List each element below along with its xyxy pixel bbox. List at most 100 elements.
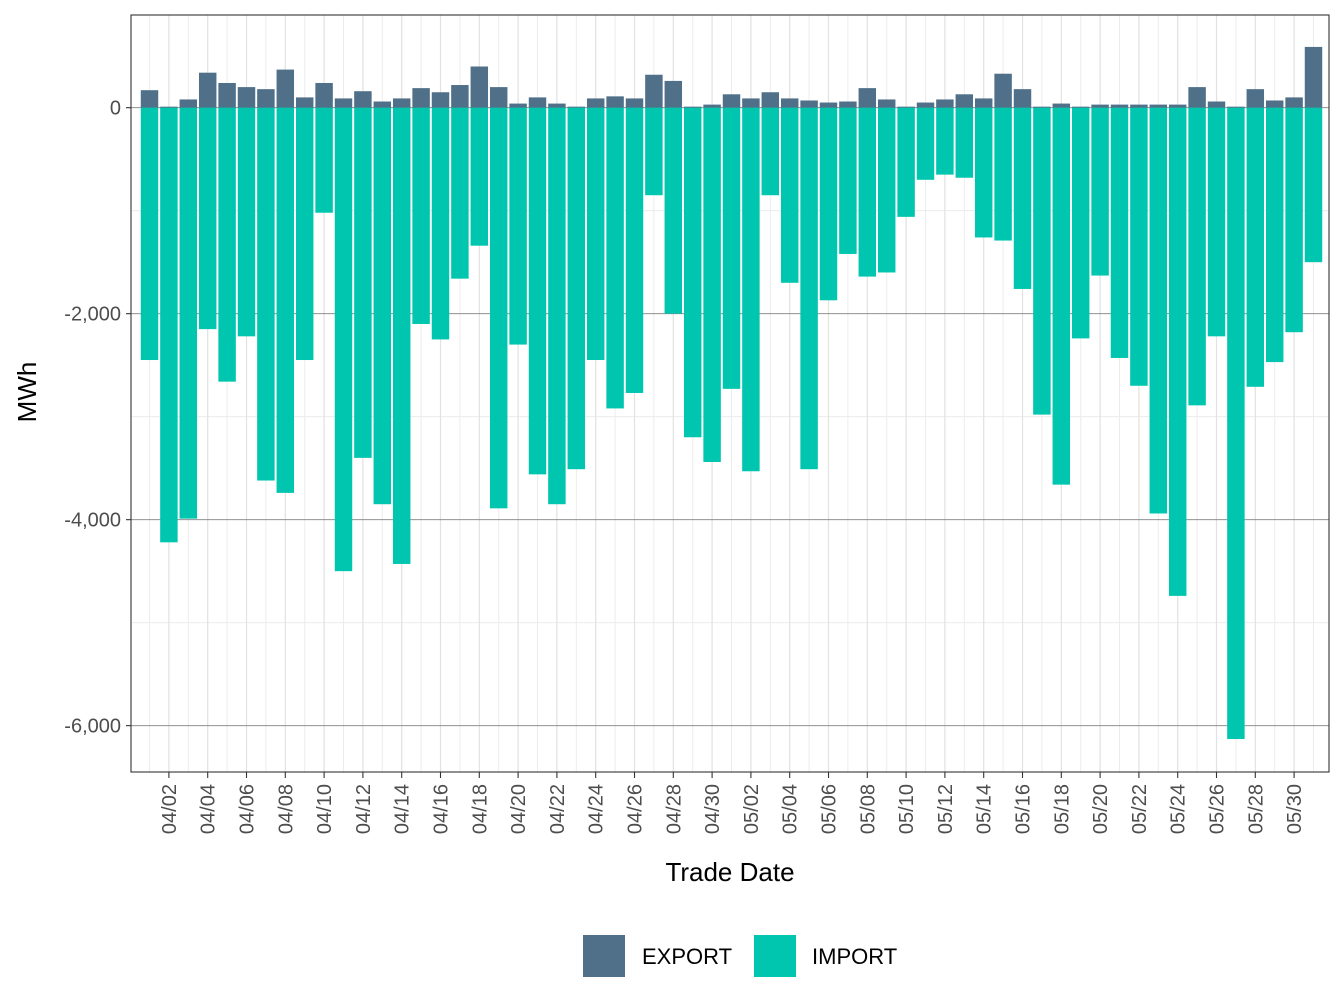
bar-import-04-14: [392, 107, 411, 564]
bar-import-05-10: [897, 107, 915, 217]
bar-import-04-06: [237, 107, 256, 337]
bar-export-05-21: [1110, 104, 1129, 108]
bar-import-05-20: [1091, 107, 1109, 276]
y-axis: 0 -2,000 -4,000 -6,000: [64, 98, 131, 738]
bar-export-05-19: [1071, 106, 1090, 108]
x-axis: 04/02 04/04 04/06 04/08 04/10 04/12 04/14 04/16…: [159, 772, 1306, 834]
bar-export-04-16: [431, 92, 450, 108]
x-tick-label: 04/26: [625, 784, 647, 834]
x-tick-label: 05/04: [780, 784, 802, 834]
bar-import-04-11: [334, 107, 353, 572]
bar-export-04-29: [683, 106, 702, 108]
bar-export-04-19: [489, 87, 508, 108]
panel-border: [130, 14, 1330, 773]
bar-export-05-12: [936, 99, 954, 108]
x-tick-label: 04/10: [314, 784, 336, 834]
bar-import-05-18: [1052, 107, 1071, 485]
bar-export-05-16: [1013, 89, 1032, 108]
bar-import-04-22: [548, 107, 566, 505]
y-axis-title: MWh: [12, 362, 42, 423]
bar-import-04-20: [509, 107, 527, 345]
bar-export-04-02: [160, 106, 178, 108]
bar-export-05-05: [800, 100, 818, 108]
bar-import-05-19: [1071, 107, 1090, 339]
bar-import-04-17: [451, 107, 469, 279]
y-tick-label: -6,000: [64, 716, 121, 738]
bar-import-04-27: [645, 107, 663, 196]
bar-import-04-18: [470, 107, 489, 246]
bar-export-04-11: [334, 98, 353, 108]
bar-import-05-14: [974, 107, 993, 238]
bar-import-05-31: [1304, 107, 1323, 263]
bar-export-05-20: [1091, 104, 1109, 108]
x-tick-label: 04/24: [586, 784, 608, 834]
bar-export-04-07: [257, 89, 275, 108]
x-tick-label: 05/18: [1051, 784, 1073, 834]
bar-import-05-07: [839, 107, 857, 254]
bar-export-05-23: [1149, 104, 1168, 108]
bar-import-04-28: [664, 107, 683, 314]
x-tick-label: 05/08: [857, 784, 879, 834]
bar-export-05-27: [1227, 106, 1245, 108]
bar-import-05-23: [1149, 107, 1168, 514]
x-tick-label: 04/12: [353, 784, 375, 834]
bar-import-05-29: [1265, 107, 1284, 363]
bar-export-04-30: [703, 104, 721, 108]
bar-export-05-24: [1168, 104, 1187, 108]
bar-export-05-30: [1285, 97, 1303, 108]
bar-import-05-05: [800, 107, 818, 470]
bar-import-05-09: [877, 107, 896, 273]
bar-import-05-26: [1207, 107, 1226, 337]
bar-export-05-26: [1207, 101, 1226, 108]
bar-export-05-15: [994, 73, 1012, 108]
x-tick-label: 05/22: [1129, 784, 1151, 834]
x-tick-label: 04/30: [702, 784, 724, 834]
bar-import-04-21: [528, 107, 547, 475]
bar-export-04-18: [470, 66, 489, 108]
bar-export-05-25: [1188, 87, 1206, 108]
bar-import-05-04: [780, 107, 799, 283]
bar-export-04-20: [509, 103, 527, 108]
x-tick-label: 04/08: [275, 784, 297, 834]
x-tick-label: 05/06: [819, 784, 841, 834]
bar-import-04-03: [179, 107, 198, 519]
bar-import-04-29: [683, 107, 702, 438]
bar-import-05-03: [761, 107, 780, 196]
bar-import-05-30: [1285, 107, 1303, 333]
bar-export-04-23: [567, 106, 586, 108]
legend: EXPORT IMPORT: [583, 935, 897, 977]
bar-export-04-22: [548, 103, 566, 108]
bar-export-05-29: [1265, 100, 1284, 108]
bar-export-05-17: [1033, 106, 1051, 108]
bar-export-04-09: [295, 97, 314, 108]
bar-export-04-04: [198, 72, 217, 108]
bar-export-04-13: [373, 101, 392, 108]
bar-export-04-28: [664, 80, 683, 108]
bar-export-04-17: [451, 85, 469, 108]
bar-import-05-13: [955, 107, 974, 178]
x-tick-label: 05/24: [1168, 784, 1190, 834]
bar-export-05-14: [974, 98, 993, 108]
x-axis-title: Trade Date: [665, 857, 794, 887]
x-tick-label: 04/18: [469, 784, 491, 834]
bar-export-05-09: [877, 99, 896, 108]
bar-import-04-12: [354, 107, 372, 458]
bar-import-04-15: [412, 107, 430, 324]
bar-import-05-24: [1168, 107, 1187, 596]
bar-export-05-03: [761, 92, 780, 108]
bar-import-04-19: [489, 107, 508, 509]
bar-import-05-02: [742, 107, 760, 472]
bar-export-04-25: [606, 96, 624, 108]
bar-export-04-14: [392, 98, 411, 108]
bar-import-05-15: [994, 107, 1012, 241]
bar-import-04-01: [140, 107, 159, 361]
bar-import-05-01: [722, 107, 741, 389]
bar-import-05-28: [1246, 107, 1265, 387]
x-tick-label: 04/20: [508, 784, 530, 834]
bar-export-05-04: [780, 98, 799, 108]
bar-export-04-01: [140, 90, 159, 108]
x-tick-label: 04/22: [547, 784, 569, 834]
bar-import-04-02: [160, 107, 178, 543]
y-tick-label: 0: [110, 98, 121, 120]
